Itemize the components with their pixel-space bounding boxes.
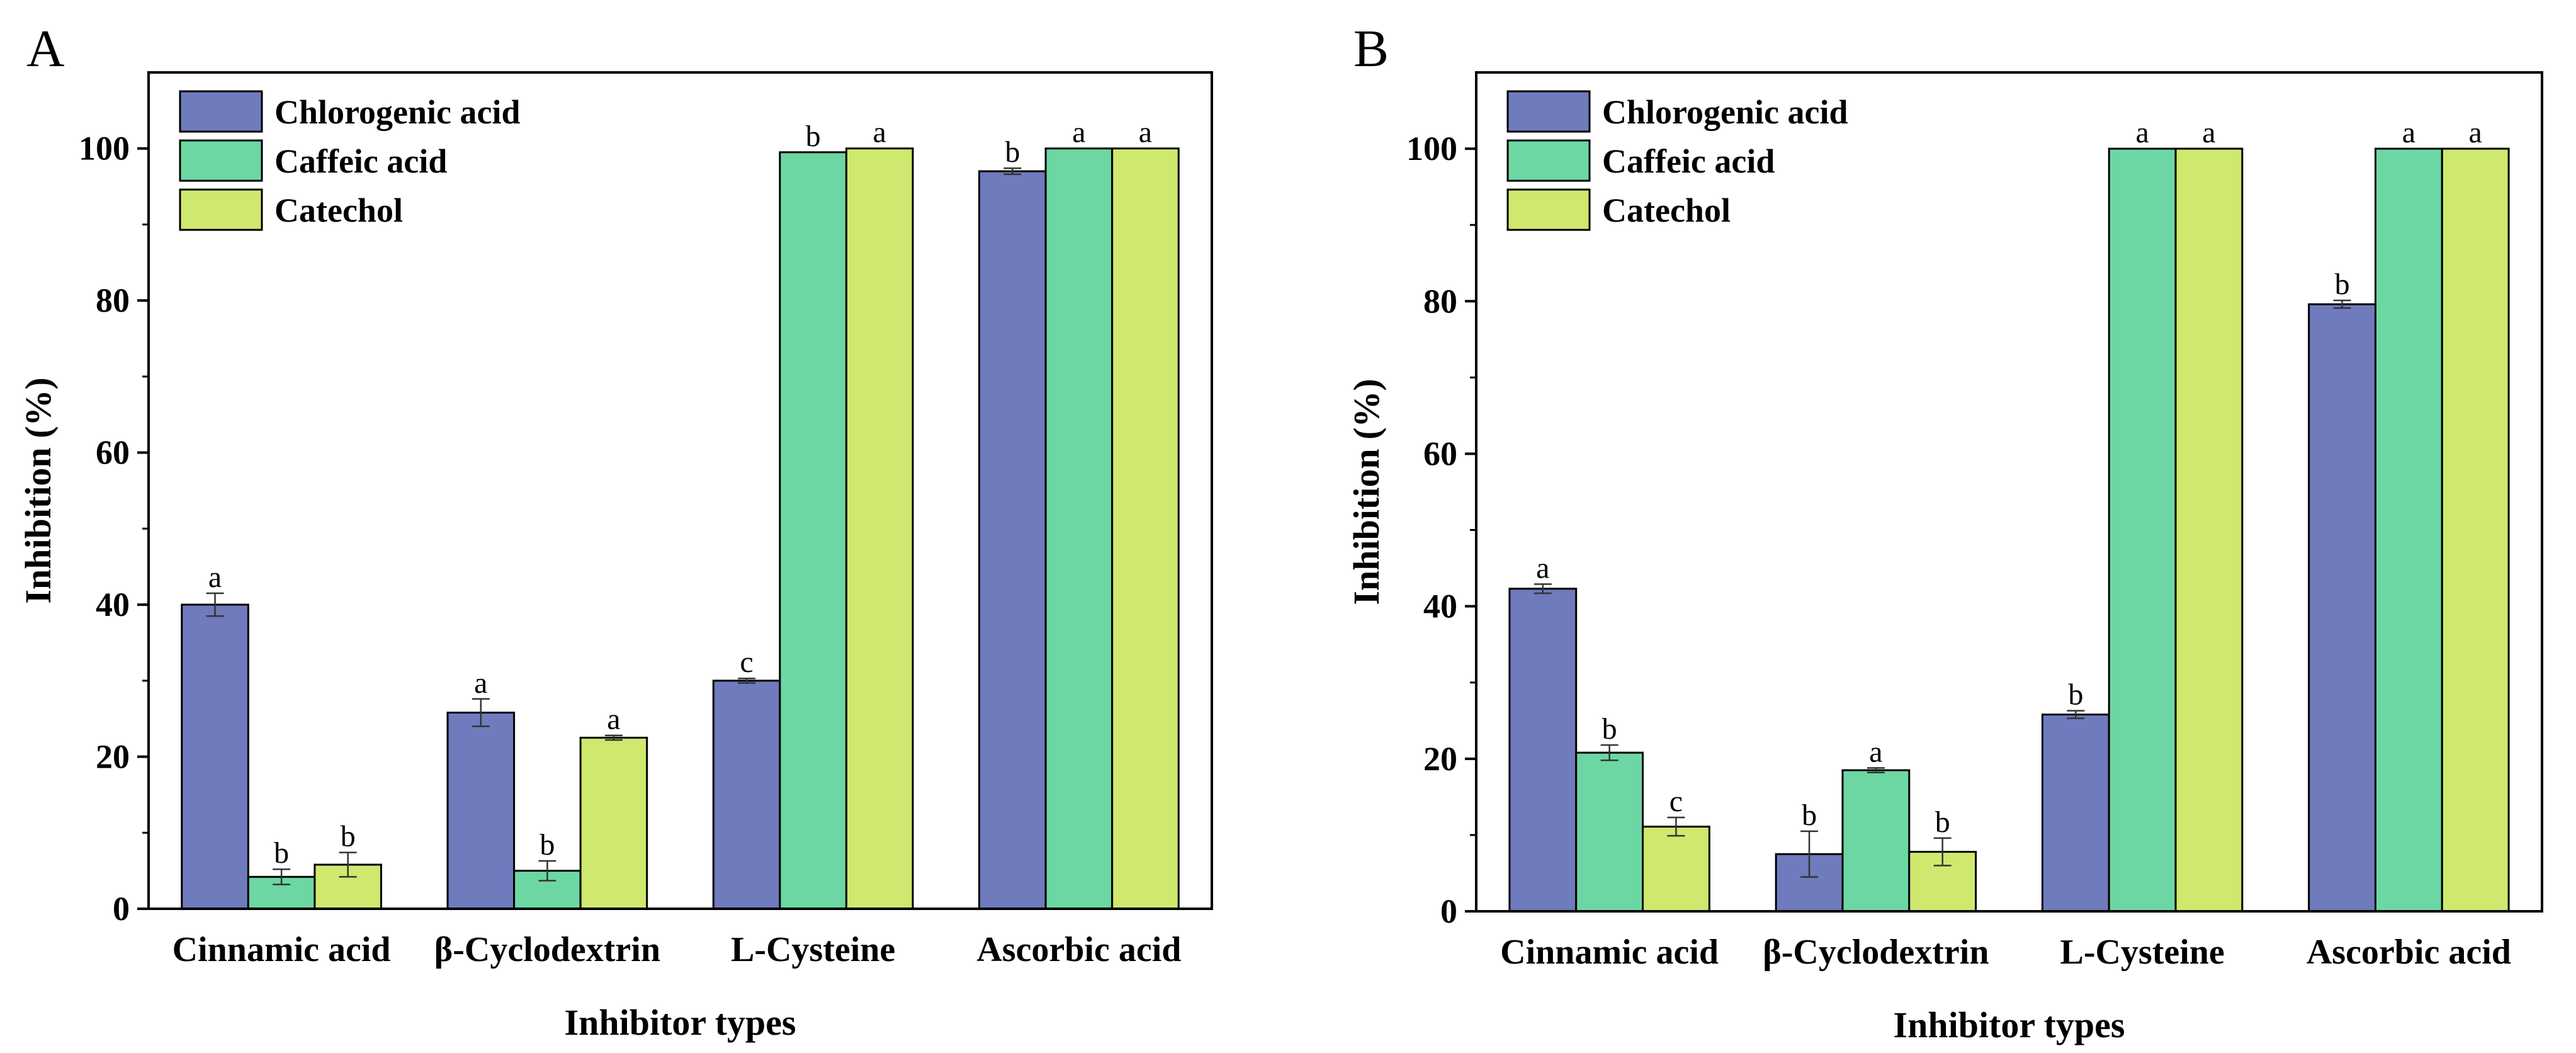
significance-letter: a bbox=[873, 116, 886, 149]
x-category-label: Cinnamic acid bbox=[172, 930, 391, 969]
x-category-label: β-Cyclodextrin bbox=[1763, 933, 1989, 972]
significance-letter: b bbox=[341, 820, 356, 853]
bar bbox=[2374, 147, 2443, 913]
x-category-label: Cinnamic acid bbox=[1500, 933, 1719, 972]
significance-letter: a bbox=[1139, 116, 1152, 149]
panel-letter: A bbox=[26, 20, 65, 78]
bar bbox=[2174, 147, 2244, 913]
bar bbox=[2108, 147, 2177, 913]
significance-letter: a bbox=[1072, 116, 1085, 149]
y-tick-label: 80 bbox=[96, 282, 130, 319]
significance-letter: b bbox=[1005, 135, 1020, 169]
bar bbox=[1841, 769, 1911, 913]
y-tick-label: 20 bbox=[1423, 740, 1457, 778]
bar bbox=[181, 603, 249, 910]
x-category-label: Ascorbic acid bbox=[976, 930, 1181, 969]
legend-label: Caffeic acid bbox=[1602, 142, 1775, 180]
bar bbox=[2308, 303, 2376, 913]
y-axis-title: Inhibition (%) bbox=[18, 377, 59, 603]
y-tick-label: 100 bbox=[1406, 130, 1457, 168]
significance-letter: b bbox=[274, 836, 289, 870]
x-category-label: Ascorbic acid bbox=[2307, 933, 2511, 972]
x-axis-title: Inhibitor types bbox=[565, 1002, 796, 1043]
bar bbox=[712, 680, 781, 910]
y-tick-label: 40 bbox=[96, 586, 130, 623]
panel-letter: B bbox=[1353, 20, 1389, 78]
y-tick-label: 40 bbox=[1423, 588, 1457, 625]
legend-label: Chlorogenic acid bbox=[274, 93, 521, 131]
y-tick-label: 100 bbox=[79, 130, 130, 168]
significance-letter: c bbox=[1669, 785, 1683, 818]
bar bbox=[1044, 147, 1114, 910]
legend-label: Catechol bbox=[1602, 191, 1731, 229]
significance-letter: a bbox=[1536, 552, 1549, 585]
legend-label: Chlorogenic acid bbox=[1602, 93, 1848, 131]
significance-letter: a bbox=[2469, 116, 2482, 149]
bar bbox=[2441, 147, 2510, 913]
legend-swatch bbox=[179, 139, 263, 182]
y-tick-label: 80 bbox=[1423, 282, 1457, 320]
significance-letter: b bbox=[539, 828, 555, 862]
significance-letter: b bbox=[1602, 712, 1617, 746]
y-tick-label: 20 bbox=[96, 738, 130, 776]
significance-letter: a bbox=[474, 666, 487, 700]
legend-swatch bbox=[179, 188, 263, 231]
significance-letter: a bbox=[2135, 116, 2149, 149]
bar bbox=[1575, 751, 1644, 913]
legend-label: Catechol bbox=[274, 191, 403, 229]
bar bbox=[1508, 588, 1578, 913]
significance-letter: a bbox=[2402, 116, 2415, 149]
y-axis-title: Inhibition (%) bbox=[1346, 379, 1387, 605]
significance-letter: a bbox=[208, 561, 222, 594]
significance-letter: c bbox=[740, 646, 753, 679]
plot-frame bbox=[147, 71, 1213, 910]
legend-swatch bbox=[1506, 188, 1591, 231]
legend-swatch bbox=[1506, 139, 1591, 182]
y-tick-label: 0 bbox=[113, 890, 130, 928]
significance-letter: b bbox=[1935, 805, 1950, 839]
x-category-label: L-Cysteine bbox=[2060, 933, 2224, 972]
bar bbox=[579, 736, 648, 910]
y-tick-label: 60 bbox=[1423, 435, 1457, 472]
legend-swatch bbox=[179, 90, 263, 133]
x-axis-title: Inhibitor types bbox=[1894, 1005, 2125, 1045]
bar bbox=[779, 151, 847, 910]
bar bbox=[1111, 147, 1180, 910]
bar bbox=[2041, 714, 2110, 913]
chart-panel-b: Ba b b b b a a a c b a a 0 20 40 60 80 100 Cinnamic acid β-… bbox=[1346, 20, 2543, 1045]
chart-panel-a: Aa a c b b b b a b a a a 0 20 40 60 80 100 Cinnamic acid β-… bbox=[18, 20, 1213, 1043]
x-category-label: L-Cysteine bbox=[731, 930, 895, 969]
x-category-label: β-Cyclodextrin bbox=[434, 930, 660, 969]
significance-letter: b bbox=[1802, 799, 1817, 832]
bar bbox=[1642, 826, 1710, 913]
y-tick-label: 60 bbox=[96, 434, 130, 472]
legend-swatch bbox=[1506, 90, 1591, 133]
significance-letter: a bbox=[607, 703, 620, 736]
bar bbox=[978, 170, 1047, 910]
plot-frame bbox=[1475, 71, 2543, 913]
significance-letter: a bbox=[2202, 116, 2215, 149]
significance-letter: b bbox=[2335, 268, 2350, 301]
significance-letter: a bbox=[1869, 735, 1882, 768]
bar bbox=[1908, 851, 1977, 913]
significance-letter: b bbox=[806, 120, 821, 153]
bar bbox=[446, 712, 516, 910]
bar bbox=[845, 147, 914, 910]
significance-letter: b bbox=[2068, 678, 2083, 712]
y-tick-label: 0 bbox=[1440, 892, 1457, 930]
legend-label: Caffeic acid bbox=[274, 142, 447, 180]
